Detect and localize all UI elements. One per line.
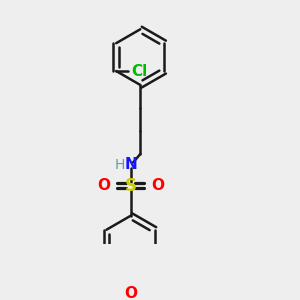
Text: Cl: Cl	[131, 64, 148, 79]
Text: O: O	[97, 178, 110, 193]
Text: O: O	[124, 286, 137, 300]
Text: H: H	[115, 158, 125, 172]
Text: S: S	[124, 176, 136, 194]
Text: O: O	[151, 178, 164, 193]
Text: N: N	[124, 158, 137, 172]
